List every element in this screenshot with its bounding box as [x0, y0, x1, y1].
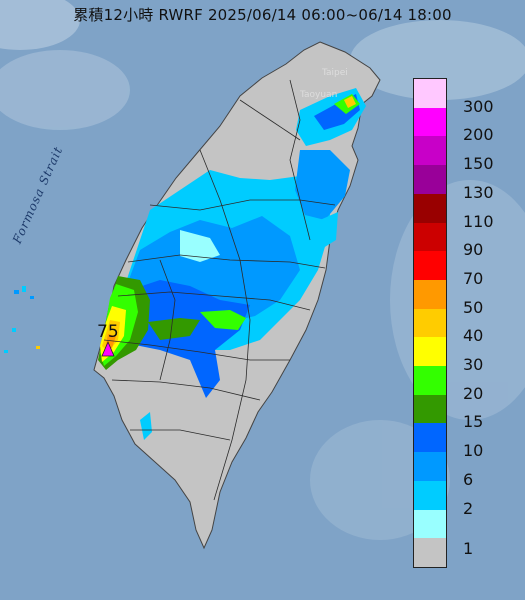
map-title: 累積12小時 RWRF 2025/06/14 06:00~06/14 18:00: [73, 6, 452, 24]
legend-swatch: [414, 423, 446, 453]
rainfall-legend: [413, 78, 447, 568]
legend-label: 2: [463, 498, 474, 518]
legend-swatch: [414, 538, 446, 567]
legend-swatch: [414, 279, 446, 309]
legend-swatch: [414, 480, 446, 510]
city-label-taipei: Taipei: [322, 68, 348, 78]
legend-swatch: [414, 107, 446, 137]
legend-swatch: [414, 394, 446, 424]
legend-swatch: [414, 79, 446, 108]
legend-swatch: [414, 222, 446, 252]
county-boundaries: [103, 79, 336, 501]
legend-swatch: [414, 366, 446, 395]
legend-label: 200: [463, 125, 494, 145]
legend-label: 300: [463, 96, 494, 116]
rain-zone-east-2mm: [320, 212, 338, 250]
city-label-taoyuan: Taoyuan: [300, 90, 338, 100]
rain-zone-north-40mm: [344, 96, 356, 108]
rain-zone-east-6mm: [295, 150, 350, 220]
rain-zone-central-1mm: [180, 230, 220, 262]
legend-label: 20: [463, 383, 484, 403]
legend-label: 150: [463, 154, 494, 174]
legend-swatch: [414, 452, 446, 481]
rain-zone-south-2mm: [140, 412, 152, 440]
legend-swatch: [414, 165, 446, 194]
legend-swatch: [414, 136, 446, 166]
max-rainfall-value: 75: [97, 322, 119, 342]
legend-label: 40: [463, 326, 484, 346]
legend-label: 130: [463, 182, 494, 202]
rain-zone-central-15mm: [148, 318, 200, 340]
penghu-islands: [4, 286, 40, 353]
legend-label: 15: [463, 412, 484, 432]
legend-swatch: [414, 251, 446, 280]
max-rainfall-marker: [101, 340, 115, 357]
legend-swatch: [414, 308, 446, 338]
legend-swatch: [414, 337, 446, 367]
legend-label: 70: [463, 268, 484, 288]
legend-label: 10: [463, 441, 484, 461]
rain-zone-10mm: [118, 280, 250, 398]
legend-swatch: [414, 509, 446, 539]
legend-swatch: [414, 193, 446, 223]
legend-label: 6: [463, 469, 474, 489]
legend-label: 50: [463, 297, 484, 317]
legend-label: 90: [463, 240, 484, 260]
legend-label: 30: [463, 355, 484, 375]
legend-label: 1: [463, 539, 474, 559]
rain-zone-central-20mm: [200, 310, 246, 330]
legend-label: 110: [463, 211, 494, 231]
